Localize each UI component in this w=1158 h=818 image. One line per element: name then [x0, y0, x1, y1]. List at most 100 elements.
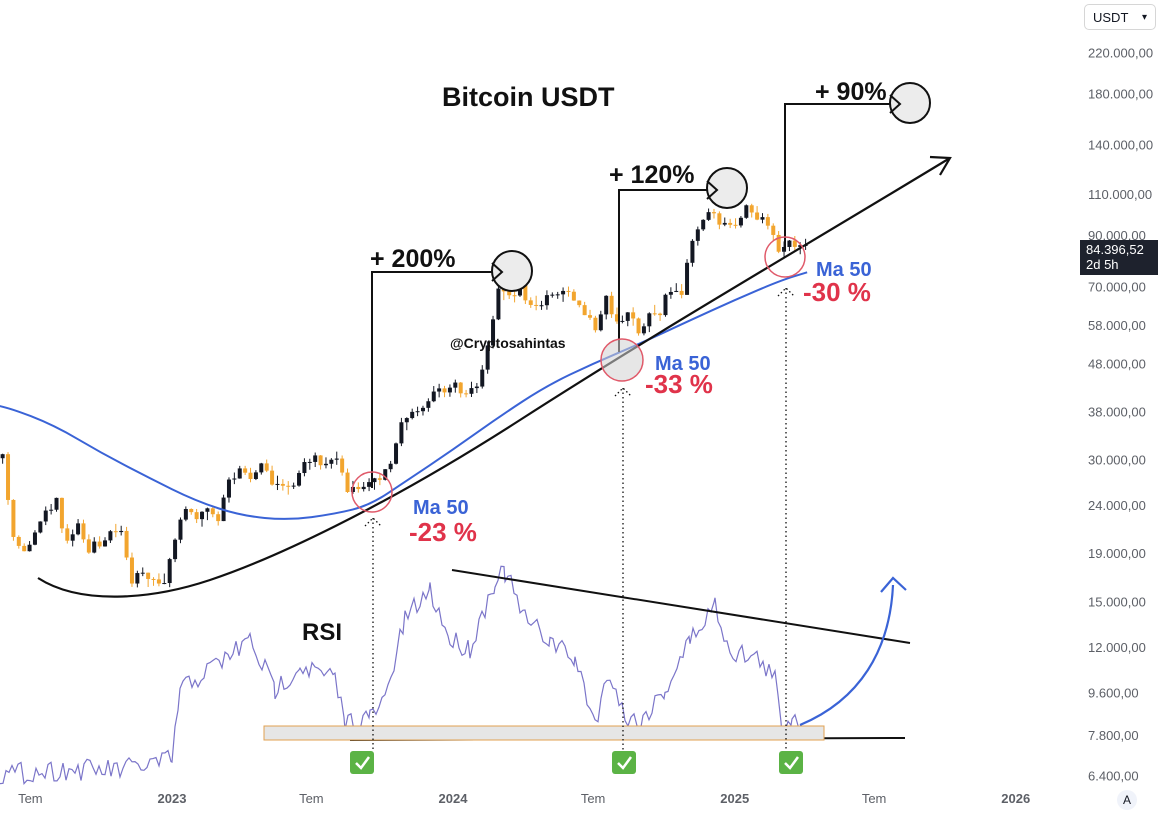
candle-body	[787, 240, 792, 247]
candle-body	[469, 388, 474, 394]
candle-body	[356, 486, 361, 490]
candle-body	[226, 479, 231, 498]
candle-body	[275, 483, 280, 485]
candle-body	[749, 205, 754, 213]
candle-body	[663, 294, 668, 316]
candle-body	[442, 388, 447, 393]
candle-body	[485, 345, 490, 370]
watermark-text: @Cryptosahintas	[450, 335, 566, 351]
candle-body	[340, 458, 345, 473]
candle-body	[54, 497, 59, 510]
candle-body	[550, 294, 555, 296]
candle-body	[604, 295, 609, 315]
candle-body	[404, 418, 409, 423]
rsi-oversold-zone	[263, 725, 825, 741]
y-tick-label: 70.000,00	[1088, 279, 1146, 294]
chevron-down-icon: ▾	[1141, 11, 1147, 23]
breakout-arrow	[799, 584, 895, 727]
gain-annotation: + 200%	[370, 245, 456, 273]
candle-body	[59, 497, 64, 529]
y-tick-label: 6.400,00	[1088, 768, 1139, 783]
candle-body	[792, 240, 797, 247]
y-tick-label: 30.000,00	[1088, 453, 1146, 468]
candle-body	[652, 313, 657, 315]
candle-body	[620, 320, 625, 322]
candle-body	[383, 469, 388, 480]
y-tick-label: 9.600,00	[1088, 686, 1139, 701]
candle-body	[200, 511, 205, 520]
candle-body	[11, 499, 16, 537]
candle-body	[561, 290, 566, 295]
candle-body	[291, 485, 296, 487]
candle-body	[97, 541, 102, 547]
candle-body	[738, 217, 743, 226]
candle-body	[253, 472, 258, 479]
candle-body	[140, 572, 145, 574]
candle-body	[302, 462, 307, 474]
candle-body	[264, 463, 269, 471]
candle-body	[728, 222, 733, 225]
y-tick-label: 220.000,00	[1088, 45, 1153, 60]
candle-body	[372, 478, 377, 483]
candle-body	[512, 295, 517, 297]
y-axis: 220.000,00 180.000,00 140.000,00 110.000,00…	[1088, 45, 1153, 783]
candle-body	[711, 212, 716, 214]
chart-title: Bitcoin USDT	[442, 82, 615, 112]
ma-annotation: Ma 50	[413, 497, 469, 519]
checkmark-tick	[784, 756, 800, 770]
x-tick-label: Tem	[862, 791, 887, 806]
y-tick-label: 110.000,00	[1088, 187, 1152, 202]
candle-body	[345, 472, 350, 492]
currency-selector[interactable]: USDT ▾	[1084, 4, 1156, 30]
candle-body	[631, 312, 636, 319]
target-circle	[889, 82, 931, 124]
target-circle	[706, 167, 748, 209]
y-tick-label: 58.000,00	[1088, 318, 1146, 333]
candle-body	[437, 388, 442, 392]
candle-body	[270, 470, 275, 485]
candle-body	[685, 262, 690, 295]
candle-body	[571, 291, 576, 301]
drop-annotation: -23 %	[409, 517, 477, 547]
candle-body	[81, 523, 86, 540]
candle-body	[350, 486, 355, 492]
y-tick-label: 90.000,00	[1088, 228, 1146, 243]
candle-body	[588, 315, 593, 318]
candle-body	[415, 411, 420, 413]
x-axis: Tem 2023 Tem 2024 Tem 2025 Tem 2026	[18, 791, 1030, 806]
ma-annotation: Ma 50	[816, 259, 872, 281]
x-tick-label: 2024	[439, 791, 469, 806]
candle-body	[776, 234, 781, 252]
candle-body	[507, 291, 512, 296]
candle-body	[65, 528, 70, 541]
candle-body	[771, 225, 776, 235]
candle-body	[189, 509, 194, 513]
candle-body	[156, 579, 161, 584]
y-tick-label: 7.800,00	[1088, 728, 1139, 743]
candle-body	[760, 217, 765, 220]
candle-body	[361, 486, 366, 490]
candle-body	[410, 411, 415, 419]
candle-body	[237, 468, 242, 479]
candle-body	[178, 519, 183, 540]
candle-body	[420, 407, 425, 412]
gain-annotation: + 120%	[609, 161, 695, 189]
candle-body	[668, 291, 673, 295]
candle-body	[582, 305, 587, 316]
candle-body	[458, 382, 463, 394]
candle-body	[329, 459, 334, 464]
candle-body	[194, 512, 199, 520]
candle-body	[313, 455, 318, 462]
candle-body	[103, 540, 108, 547]
candle-body	[647, 313, 652, 327]
candle-body	[701, 219, 706, 230]
candle-body	[43, 510, 48, 522]
candle-body	[464, 393, 469, 395]
candle-body	[765, 217, 770, 226]
candle-body	[113, 531, 118, 533]
candle-body	[323, 463, 328, 466]
y-tick-label: 15.000,00	[1088, 594, 1146, 609]
checkmark-tick	[355, 756, 371, 770]
auto-scale-button[interactable]: A	[1117, 790, 1137, 810]
candle-body	[534, 304, 539, 306]
